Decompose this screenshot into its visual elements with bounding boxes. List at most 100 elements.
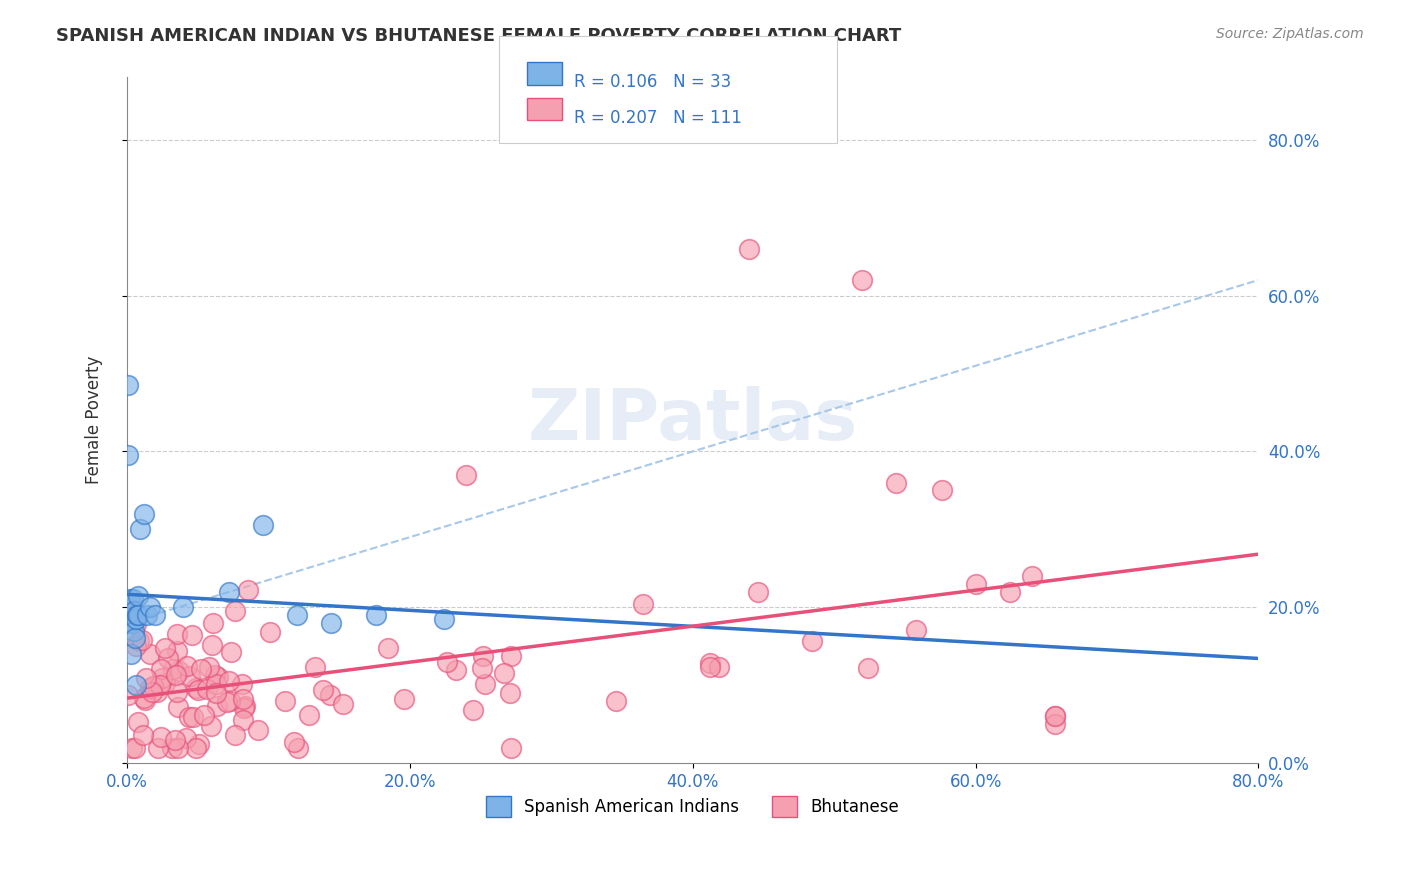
Point [128,633,150,648]
Point [132,507,155,521]
Point [494,665,516,680]
Point [153,676,176,690]
Point [738,242,761,256]
Point [471,648,494,663]
Point [136,608,159,623]
Point [117,378,139,392]
Point [304,660,326,674]
Point [219,693,242,707]
Point [197,659,219,673]
Y-axis label: Female Poverty: Female Poverty [86,356,103,484]
Point [142,679,165,693]
Point [166,627,188,641]
Point [605,694,627,708]
Point [120,592,142,607]
Point [232,701,254,715]
Point [121,592,143,607]
Point [456,467,478,482]
Point [125,640,148,654]
Point [120,647,142,661]
Point [173,600,195,615]
Point [131,633,153,648]
Point [285,608,308,623]
Point [124,616,146,631]
Point [931,483,953,498]
Point [631,597,654,611]
Point [162,662,184,676]
Point [499,649,522,664]
Point [207,670,229,684]
Point [135,671,157,685]
Point [800,634,823,648]
Point [436,656,458,670]
Point [231,677,253,691]
Point [232,691,254,706]
Point [204,676,226,690]
Point [433,612,456,626]
Point [122,624,145,638]
Text: R = 0.207   N = 111: R = 0.207 N = 111 [574,109,741,127]
Point [187,682,209,697]
Point [851,273,873,287]
Point [117,600,139,615]
Point [131,727,153,741]
Point [120,604,142,618]
Point [124,632,146,646]
Point [886,475,908,490]
Point [904,623,927,637]
Point [201,616,224,631]
Point [246,723,269,737]
Point [181,709,204,723]
Point [224,727,246,741]
Point [117,448,139,462]
Point [218,674,240,689]
Point [205,699,228,714]
Point [221,645,243,659]
Point [118,615,141,630]
Point [156,651,179,665]
Point [747,584,769,599]
Point [129,522,152,536]
Point [127,608,149,623]
Point [167,665,190,679]
Point [318,688,340,702]
Text: SPANISH AMERICAN INDIAN VS BHUTANESE FEMALE POVERTY CORRELATION CHART: SPANISH AMERICAN INDIAN VS BHUTANESE FEM… [56,27,901,45]
Point [965,577,987,591]
Point [699,657,721,671]
Point [150,730,173,744]
Point [166,685,188,699]
Point [392,692,415,706]
Point [149,678,172,692]
Point [167,700,190,714]
Point [150,671,173,685]
Point [283,735,305,749]
Point [160,740,183,755]
Point [233,698,256,713]
Point [165,668,187,682]
Point [146,685,169,699]
Point [1043,709,1066,723]
Point [174,731,197,746]
Point [134,693,156,707]
Point [120,596,142,610]
Point [124,740,146,755]
Point [287,740,309,755]
Point [298,708,321,723]
Point [856,661,879,675]
Legend: Spanish American Indians, Bhutanese: Spanish American Indians, Bhutanese [479,789,907,823]
Point [184,740,207,755]
Point [165,732,187,747]
Point [127,608,149,623]
Point [166,644,188,658]
Point [139,681,162,695]
Point [127,714,149,729]
Point [118,604,141,618]
Point [188,737,211,751]
Point [319,615,342,630]
Point [463,703,485,717]
Point [471,661,494,675]
Point [125,678,148,692]
Point [118,612,141,626]
Point [122,604,145,618]
Point [707,660,730,674]
